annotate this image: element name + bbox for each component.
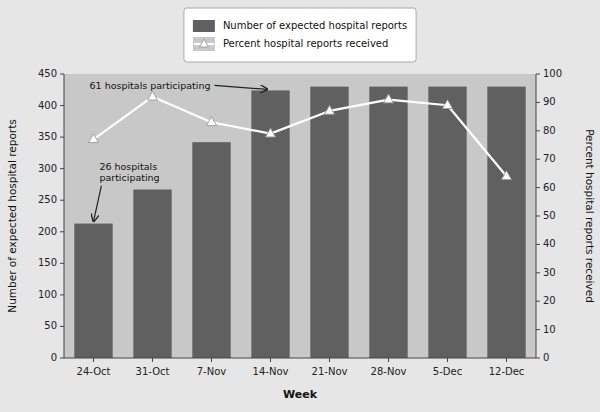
y-tick (60, 137, 64, 138)
x-tick-label: 24-Oct (77, 366, 111, 377)
y-axis-title: Number of expected hospital reports (6, 119, 18, 312)
y2-tick-label: 0 (543, 352, 549, 363)
y2-tick (536, 216, 540, 217)
annotation-line: participating (99, 172, 159, 183)
x-axis-title: Week (283, 388, 318, 401)
y-tick (60, 200, 64, 201)
y2-tick (536, 358, 540, 359)
line-marker (207, 117, 217, 126)
x-tick-label: 7-Nov (197, 366, 227, 377)
line-marker (148, 91, 158, 100)
y2-tick-label: 40 (543, 238, 556, 249)
y2-tick (536, 130, 540, 131)
bar (133, 189, 171, 358)
y-tick-label: 250 (38, 194, 57, 205)
x-tick-label: 21-Nov (312, 366, 348, 377)
y2-tick (536, 272, 540, 273)
legend-box (184, 8, 416, 62)
y2-tick (536, 301, 540, 302)
bar (487, 87, 525, 358)
chart-container: 0 50 100 150 200 250 300 350 400 450 0 10 20 30 40 50 60… (0, 0, 600, 412)
annotation-arrow (94, 186, 102, 222)
x-tick (211, 358, 212, 362)
plot-background (64, 74, 536, 358)
y-tick-label: 150 (38, 257, 57, 268)
y-tick (60, 358, 64, 359)
line (94, 97, 507, 177)
x-tick (506, 358, 507, 362)
x-tick (93, 358, 94, 362)
y-tick (60, 263, 64, 264)
bar (369, 87, 407, 358)
y2-tick-label: 90 (543, 96, 556, 107)
line-marker (325, 105, 335, 114)
x-tick-label: 5-Dec (433, 366, 462, 377)
y-tick-label: 100 (38, 289, 57, 300)
x-tick (388, 358, 389, 362)
y-tick (60, 294, 64, 295)
annotation-line: 61 hospitals participating (90, 80, 211, 91)
y2-tick-label: 60 (543, 182, 556, 193)
legend-swatch (193, 20, 215, 32)
y2-axis-title: Percent hospital reports received (584, 129, 596, 303)
x-tick (270, 358, 271, 362)
legend-marker (199, 39, 208, 47)
line-marker (266, 128, 276, 137)
x-tick (152, 358, 153, 362)
x-tick-label: 28-Nov (371, 366, 407, 377)
x-tick-label: 14-Nov (253, 366, 289, 377)
y-tick-label: 400 (38, 100, 57, 111)
y-tick (60, 74, 64, 75)
y2-tick (536, 187, 540, 188)
line-marker (443, 100, 453, 109)
annotation-line: 26 hospitals (99, 161, 157, 172)
x-tick-label: 31-Oct (136, 366, 170, 377)
annotation-text: 61 hospitals participating (90, 80, 211, 91)
y-tick (60, 326, 64, 327)
y-axis-line (64, 74, 65, 358)
legend-swatch-bg (193, 37, 215, 51)
line-marker (502, 171, 512, 180)
y2-tick-label: 80 (543, 125, 556, 136)
bar (192, 142, 230, 358)
bar (74, 224, 112, 358)
y2-tick-label: 50 (543, 210, 556, 221)
y2-tick (536, 159, 540, 160)
legend-label: Number of expected hospital reports (223, 20, 407, 31)
y2-tick (536, 244, 540, 245)
x-tick (329, 358, 330, 362)
y-tick-label: 50 (44, 320, 57, 331)
legend: Number of expected hospital reports Perce… (184, 8, 416, 62)
y2-tick (536, 329, 540, 330)
x-tick-label: 12-Dec (489, 366, 525, 377)
y2-tick (536, 74, 540, 75)
y-tick-label: 300 (38, 163, 57, 174)
x-tick (447, 358, 448, 362)
y-tick-label: 200 (38, 226, 57, 237)
line-marker (89, 134, 99, 143)
annotation-arrow (215, 85, 268, 89)
legend-label: Percent hospital reports received (223, 38, 388, 49)
y2-tick (536, 102, 540, 103)
y-tick (60, 105, 64, 106)
x-axis-line (64, 358, 536, 359)
y-tick-label: 450 (38, 68, 57, 79)
plot-area (74, 87, 525, 358)
y2-tick-label: 30 (543, 267, 556, 278)
bar (428, 87, 466, 358)
y2-tick-label: 20 (543, 295, 556, 306)
line-marker (384, 94, 394, 103)
annotation-text: 26 hospitalsparticipating (99, 161, 159, 184)
chart-svg: 0 50 100 150 200 250 300 350 400 450 0 10 20 30 40 50 60… (0, 0, 600, 412)
y-tick (60, 231, 64, 232)
y2-tick-label: 10 (543, 324, 556, 335)
bar (310, 87, 348, 358)
y-tick-label: 0 (51, 352, 57, 363)
y2-tick-label: 70 (543, 153, 556, 164)
y-tick-label: 350 (38, 131, 57, 142)
y-tick (60, 168, 64, 169)
y2-tick-label: 100 (543, 68, 562, 79)
